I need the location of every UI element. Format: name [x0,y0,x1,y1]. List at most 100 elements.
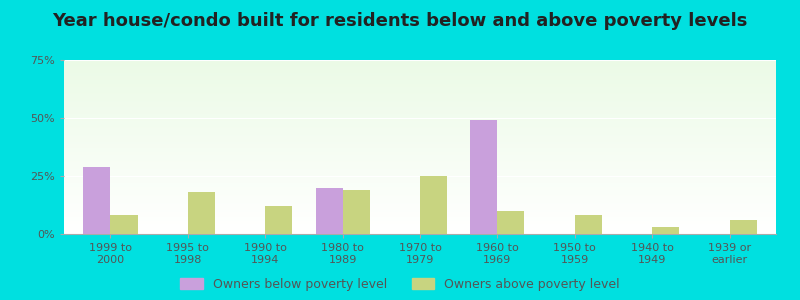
Bar [64,193,776,194]
Bar [64,149,776,150]
Bar [64,87,776,88]
Bar [64,170,776,171]
Bar [64,106,776,107]
Bar [64,183,776,184]
Bar [64,201,776,202]
Bar [64,191,776,192]
Bar [64,100,776,101]
Bar [64,233,776,234]
Bar [64,133,776,134]
Bar [64,219,776,220]
Bar [64,150,776,151]
Bar [64,82,776,83]
Bar [110,215,138,234]
Bar [64,151,776,152]
Bar [64,139,776,140]
Bar [64,207,776,208]
Bar [64,138,776,139]
Bar [64,119,776,120]
Bar [64,204,776,205]
Bar [64,190,776,191]
Bar [64,196,776,197]
Text: Year house/condo built for residents below and above poverty levels: Year house/condo built for residents bel… [52,12,748,30]
Bar [64,180,776,181]
Bar [64,103,776,104]
Bar [64,99,776,100]
Bar [64,163,776,164]
Bar [64,132,776,133]
Bar [64,158,776,159]
Bar [64,215,776,216]
Bar [64,85,776,86]
Bar [64,199,776,200]
Bar [64,166,776,167]
Bar [64,174,776,175]
Bar [64,214,776,215]
Bar [64,83,776,84]
Bar [64,81,776,82]
Bar [64,105,776,106]
Bar [64,70,776,71]
Bar [730,220,757,234]
Bar [64,137,776,138]
Bar [64,157,776,158]
Bar [64,178,776,179]
Bar [64,116,776,117]
Bar [64,67,776,68]
Bar [64,125,776,126]
Bar [64,169,776,170]
Bar [64,198,776,199]
Bar [64,76,776,77]
Bar [64,90,776,91]
Bar [64,167,776,168]
Bar [64,227,776,228]
Bar [64,212,776,213]
Bar [64,128,776,129]
Bar [652,227,679,234]
Bar [64,126,776,127]
Bar [64,108,776,109]
Bar [64,72,776,73]
Bar [64,162,776,163]
Bar [188,192,215,234]
Bar [64,232,776,233]
Bar [574,215,602,234]
Bar [64,161,776,162]
Bar [64,65,776,66]
Bar [64,192,776,193]
Bar [64,213,776,214]
Bar [64,93,776,94]
Bar [64,121,776,122]
Bar [64,203,776,204]
Bar [64,216,776,217]
Bar [64,210,776,211]
Bar [64,135,776,136]
Bar [64,151,776,152]
Bar [64,164,776,165]
Bar [64,61,776,62]
Bar [64,131,776,132]
Bar [342,190,370,234]
Bar [64,200,776,201]
Bar [64,152,776,153]
Bar [64,97,776,98]
Bar [64,141,776,142]
Bar [64,147,776,148]
Bar [64,91,776,92]
Bar [64,136,776,137]
Bar [64,211,776,212]
Bar [64,202,776,203]
Bar [64,104,776,105]
Bar [64,117,776,118]
Bar [64,197,776,198]
Bar [64,194,776,195]
Bar [64,181,776,182]
Bar [64,109,776,110]
Bar [64,172,776,173]
Bar [64,160,776,161]
Bar [498,211,525,234]
Bar [64,222,776,223]
Bar [64,140,776,141]
Bar [64,175,776,176]
Bar [64,154,776,155]
